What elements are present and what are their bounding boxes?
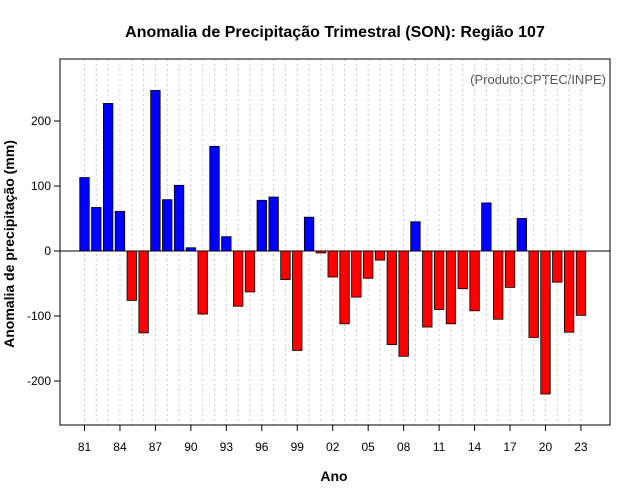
x-tick-label: 99: [291, 440, 305, 454]
source-note: (Produto:CPTEC/INPE): [470, 72, 606, 87]
y-tick-label: 0: [44, 244, 51, 258]
bar-03: [339, 250, 350, 325]
bar-92: [209, 145, 220, 252]
bar-14: [469, 250, 480, 312]
bar-12: [445, 250, 457, 325]
bars-layer: [79, 90, 587, 395]
bar-09: [410, 221, 421, 252]
y-tick-label: 200: [31, 114, 51, 128]
bar-87: [150, 90, 161, 252]
bar-16: [493, 250, 504, 320]
bar-20: [540, 250, 551, 395]
bar-23: [575, 250, 587, 316]
x-tick-label: 14: [468, 440, 482, 454]
y-axis-label: Anomalia de precipitação (mm): [1, 140, 17, 348]
y-tick-label: -200: [27, 374, 51, 388]
bar-04: [351, 250, 362, 298]
x-tick-label: 93: [220, 440, 234, 454]
plot-frame: [59, 58, 611, 426]
bar-81: [79, 177, 90, 252]
bar-17: [504, 250, 516, 288]
bar-11: [433, 250, 445, 310]
bar-21: [552, 250, 563, 283]
x-tick-label: 11: [433, 440, 446, 454]
bar-99: [292, 250, 303, 351]
bar-84: [114, 210, 126, 252]
bar-02: [327, 250, 338, 278]
bar-07: [386, 250, 397, 345]
bar-15: [481, 202, 492, 252]
x-tick-label: 87: [149, 440, 163, 454]
bar-91: [197, 250, 208, 315]
x-tick-label: 81: [78, 440, 92, 454]
x-tick-label: 20: [539, 440, 553, 454]
x-tick-label: 17: [503, 440, 517, 454]
bar-93: [221, 236, 232, 252]
bar-88: [162, 199, 173, 252]
x-tick-label: 08: [397, 440, 411, 454]
bar-94: [233, 250, 244, 307]
bar-10: [422, 250, 433, 328]
bar-90: [185, 247, 197, 252]
bar-95: [244, 250, 256, 293]
bar-01: [315, 250, 327, 254]
x-axis: 81 84 87 90 93 96 99 02 05 08 11 14 17 20 23: [78, 425, 588, 454]
bar-98: [280, 250, 291, 281]
bar-82: [91, 207, 102, 252]
bar-18: [516, 218, 527, 252]
grid-layer: [84, 59, 582, 425]
bar-86: [138, 250, 149, 334]
x-tick-label: 96: [255, 440, 269, 454]
x-tick-label: 02: [326, 440, 340, 454]
bar-00: [303, 216, 315, 252]
bar-85: [126, 250, 137, 301]
y-tick-label: 100: [31, 179, 51, 193]
bar-19: [528, 250, 539, 338]
bar-22: [563, 250, 575, 333]
x-axis-label: Ano: [320, 468, 347, 484]
x-tick-label: 84: [113, 440, 127, 454]
bar-08: [398, 250, 409, 357]
bar-89: [173, 184, 185, 252]
bar-83: [102, 103, 114, 252]
x-tick-label: 90: [184, 440, 198, 454]
y-tick-label: -100: [27, 309, 51, 323]
bar-05: [363, 250, 374, 279]
x-tick-label: 05: [362, 440, 376, 454]
y-axis: -200 -100 0 100 200: [27, 114, 60, 388]
x-tick-label: 23: [574, 440, 588, 454]
bar-96: [256, 199, 267, 252]
bar-06: [374, 250, 386, 261]
bar-97: [268, 196, 279, 252]
bar-13: [457, 250, 468, 290]
chart-title: Anomalia de Precipitação Trimestral (SON…: [125, 24, 545, 41]
